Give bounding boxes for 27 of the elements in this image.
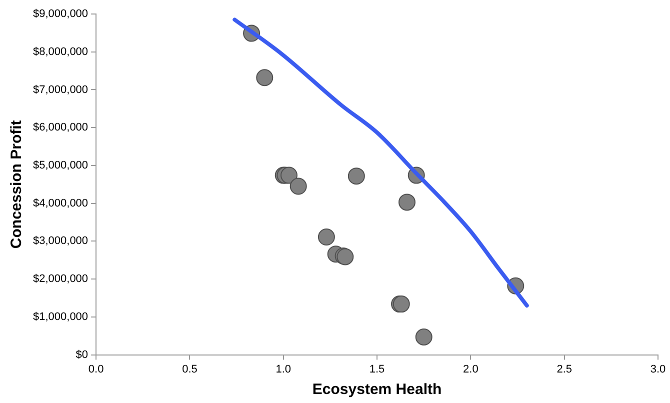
y-tick-label: $7,000,000	[32, 84, 88, 96]
y-tick-label: $3,000,000	[32, 235, 88, 248]
point	[318, 228, 335, 246]
point	[280, 166, 298, 184]
y-tick-label: $0	[76, 348, 88, 361]
x-tick-label: 2.5	[556, 363, 572, 376]
point	[290, 178, 307, 195]
x-tick-label: 2.0	[463, 363, 478, 376]
line-series	[232, 18, 529, 308]
x-tick-label: 1.0	[276, 363, 292, 376]
y-tick-label: $4,000,000	[32, 197, 88, 210]
point	[256, 69, 274, 86]
x-tick-label: 3.0	[650, 363, 666, 376]
y-axis-title: Concession Profit	[8, 120, 26, 249]
x-tick-label: 1.5	[369, 363, 385, 376]
y-tick-label: $2,000,000	[32, 273, 88, 286]
y-tick-label: $6,000,000	[32, 122, 88, 134]
point	[398, 194, 416, 211]
point	[348, 168, 365, 185]
x-tick-label: 0.0	[88, 363, 104, 376]
x-tick-label: 0.5	[182, 363, 198, 376]
y-tick-label: $5,000,000	[32, 160, 88, 172]
x-axis-title: Ecosystem Health	[312, 381, 442, 398]
point	[415, 328, 432, 346]
y-tick-label: $1,000,000	[32, 310, 88, 323]
y-tick-label: $9,000,000	[32, 8, 88, 20]
y-tick-label: $8,000,000	[32, 46, 88, 58]
